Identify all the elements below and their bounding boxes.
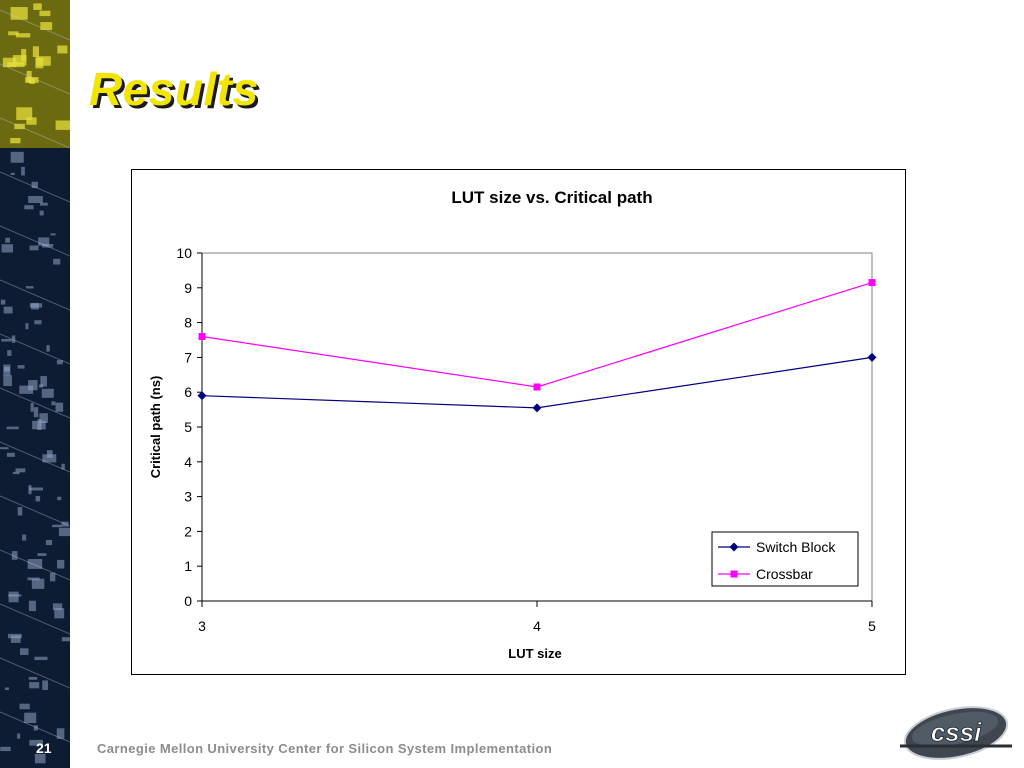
footer-text: Carnegie Mellon University Center for Si… [97,741,553,756]
slide-title: Results [89,63,259,115]
y-tick-label: 0 [184,593,192,609]
y-tick-label: 1 [184,558,192,574]
series-line-1 [201,282,873,388]
y-tick-label: 7 [184,349,192,365]
data-point [867,352,877,362]
legend-label: Switch Block [756,539,836,555]
data-point [533,383,541,391]
y-tick-label: 6 [184,384,192,400]
x-tick-label: 3 [198,618,206,634]
page-number: 21 [36,740,52,756]
y-tick-label: 3 [184,489,192,505]
chart-title: LUT size vs. Critical path [451,188,652,207]
y-tick-label: 10 [176,245,192,261]
y-tick-label: 2 [184,523,192,539]
y-tick-label: 8 [184,315,192,331]
decorative-sidebar [0,0,70,768]
legend-marker [729,542,739,552]
cssi-logo: cssi [900,706,1012,760]
legend-label: Crossbar [756,566,813,582]
y-tick-label: 5 [184,419,192,435]
x-tick-label: 4 [533,618,541,634]
chart-container: LUT size vs. Critical path 0 1 2 3 4 5 6 7 8 9 10 3 4… [131,169,906,675]
circuit-pattern-image [0,0,70,768]
y-tick-label: 4 [184,454,192,470]
y-axis-label: Critical path (ns) [148,376,163,479]
data-point [532,403,542,413]
x-tick-label: 5 [868,618,876,634]
y-tick-label: 9 [184,280,192,296]
legend-marker [730,570,738,578]
data-point [197,391,207,401]
data-point [868,279,876,287]
x-axis-label: LUT size [508,646,561,661]
logo-text: cssi [931,717,982,747]
line-chart: LUT size vs. Critical path 0 1 2 3 4 5 6 7 8 9 10 3 4… [148,188,877,661]
series-line-0 [201,356,873,409]
data-point [198,333,206,341]
